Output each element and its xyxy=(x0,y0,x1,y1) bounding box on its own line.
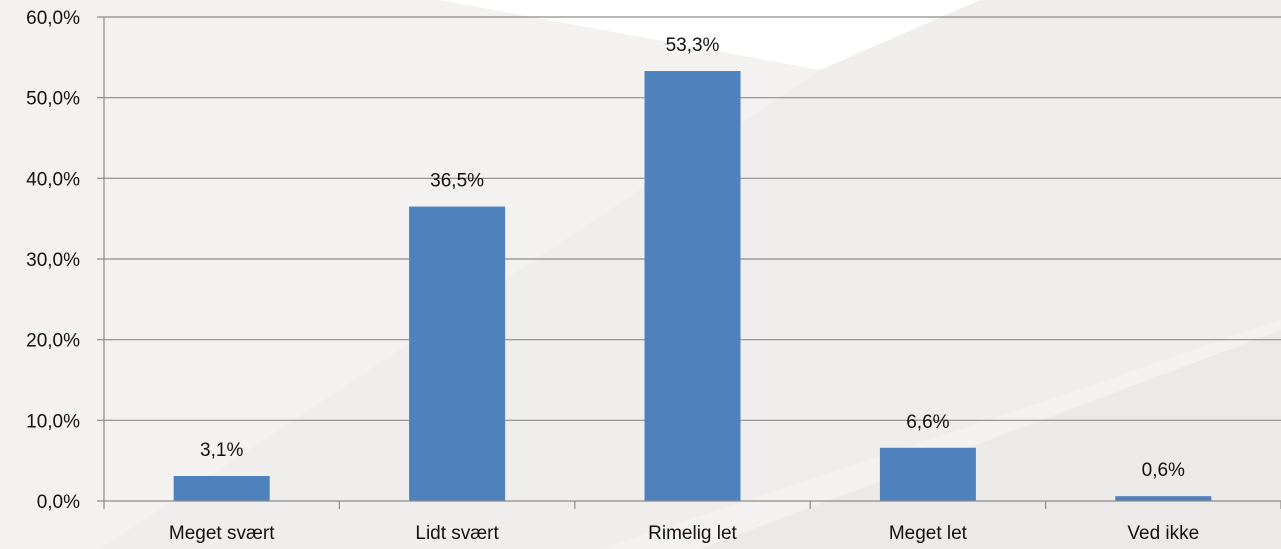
data-label: 3,1% xyxy=(200,440,243,461)
y-tick-label: 0,0% xyxy=(37,492,80,513)
y-tick-label: 60,0% xyxy=(26,8,80,29)
x-category-label: Lidt svært xyxy=(415,523,499,544)
bar xyxy=(409,206,506,502)
data-label: 0,6% xyxy=(1142,460,1185,481)
data-label: 36,5% xyxy=(430,171,484,192)
bar xyxy=(879,447,976,501)
x-category-label: Meget svært xyxy=(169,523,275,544)
y-tick-label: 40,0% xyxy=(26,169,80,190)
bars xyxy=(173,71,1212,502)
x-category-label: Ved ikke xyxy=(1127,523,1199,544)
y-tick-label: 20,0% xyxy=(26,331,80,352)
data-label: 6,6% xyxy=(906,412,949,433)
y-tick-label: 30,0% xyxy=(26,250,80,271)
x-category-label: Meget let xyxy=(889,523,968,544)
labels: 0,0% 10,0% 20,0% 30,0% 40,0% 50,0% 60,0% 3,1% Me… xyxy=(26,8,1199,544)
x-category-label: Rimelig let xyxy=(648,523,737,544)
bar xyxy=(173,475,270,501)
y-tick-label: 10,0% xyxy=(26,411,80,432)
data-label: 53,3% xyxy=(666,35,720,56)
bar xyxy=(644,71,741,502)
bar xyxy=(1115,496,1212,501)
axes xyxy=(97,16,1281,509)
y-tick-label: 50,0% xyxy=(26,89,80,110)
